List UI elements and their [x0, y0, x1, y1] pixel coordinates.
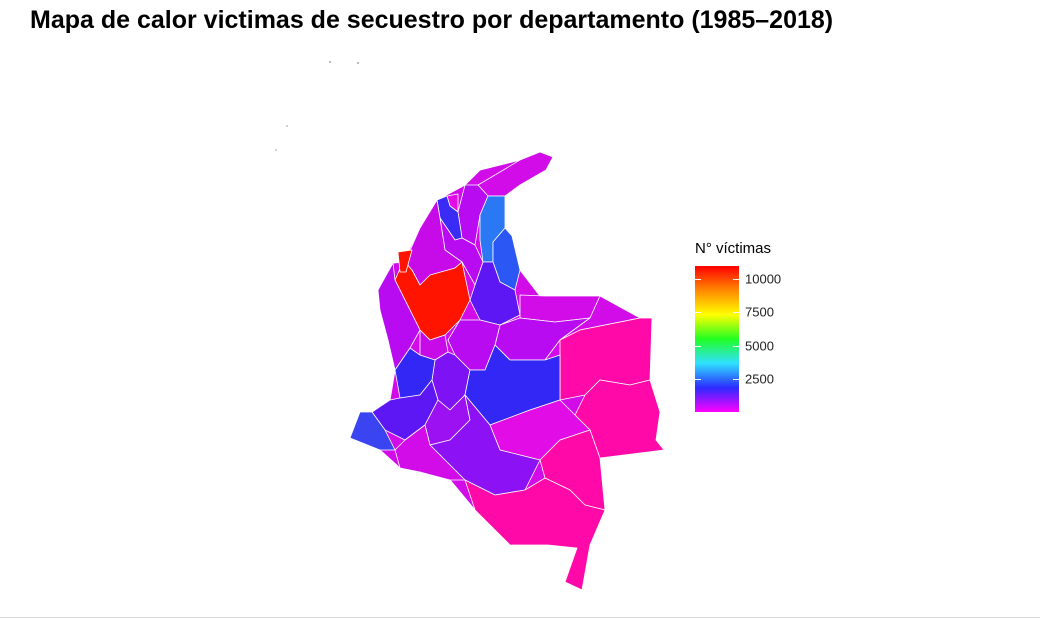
region-narino — [349, 411, 396, 451]
region-santander — [469, 261, 521, 326]
color-legend: N° víctimas 10000 7500 5000 2500 — [695, 240, 815, 420]
legend-gradient-bar — [695, 266, 739, 412]
region-choco — [377, 262, 421, 371]
region-cauca — [371, 379, 439, 441]
region-amazonas — [464, 477, 606, 591]
legend-tick-label: 5000 — [745, 338, 774, 354]
bottom-divider — [0, 617, 1040, 618]
island-speck-2 — [275, 149, 277, 151]
legend-tick-label: 10000 — [745, 271, 782, 287]
island-speck-1 — [286, 125, 288, 127]
island-san-andres — [329, 61, 331, 63]
map-title: Mapa de calor victimas de secuestro por … — [30, 6, 834, 34]
legend-tick-label: 2500 — [745, 371, 774, 387]
island-providencia — [357, 62, 359, 64]
legend-title: N° víctimas — [695, 240, 772, 257]
legend-tick-label: 7500 — [745, 304, 774, 320]
region-uraba-red — [397, 249, 413, 273]
